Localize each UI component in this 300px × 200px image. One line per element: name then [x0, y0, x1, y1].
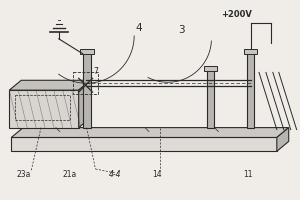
- Text: 21a: 21a: [63, 170, 77, 179]
- Text: 14: 14: [152, 170, 162, 179]
- Text: +200V: +200V: [221, 10, 252, 19]
- Text: 7: 7: [94, 67, 98, 76]
- Text: 11: 11: [243, 170, 253, 179]
- Bar: [9, 90, 79, 128]
- Bar: [208, 68, 214, 128]
- Bar: [11, 137, 277, 151]
- Polygon shape: [11, 128, 289, 137]
- Bar: [205, 66, 218, 71]
- Polygon shape: [277, 128, 289, 151]
- Bar: [73, 72, 98, 94]
- Bar: [15, 95, 70, 120]
- Text: 23a: 23a: [16, 170, 31, 179]
- Polygon shape: [9, 80, 91, 90]
- Text: 4: 4: [135, 23, 142, 33]
- Bar: [244, 49, 257, 54]
- Text: 4-4: 4-4: [108, 170, 121, 179]
- Bar: [80, 49, 94, 54]
- Text: 3: 3: [178, 25, 184, 35]
- Polygon shape: [79, 80, 91, 128]
- Bar: [82, 51, 91, 128]
- Bar: [247, 51, 254, 128]
